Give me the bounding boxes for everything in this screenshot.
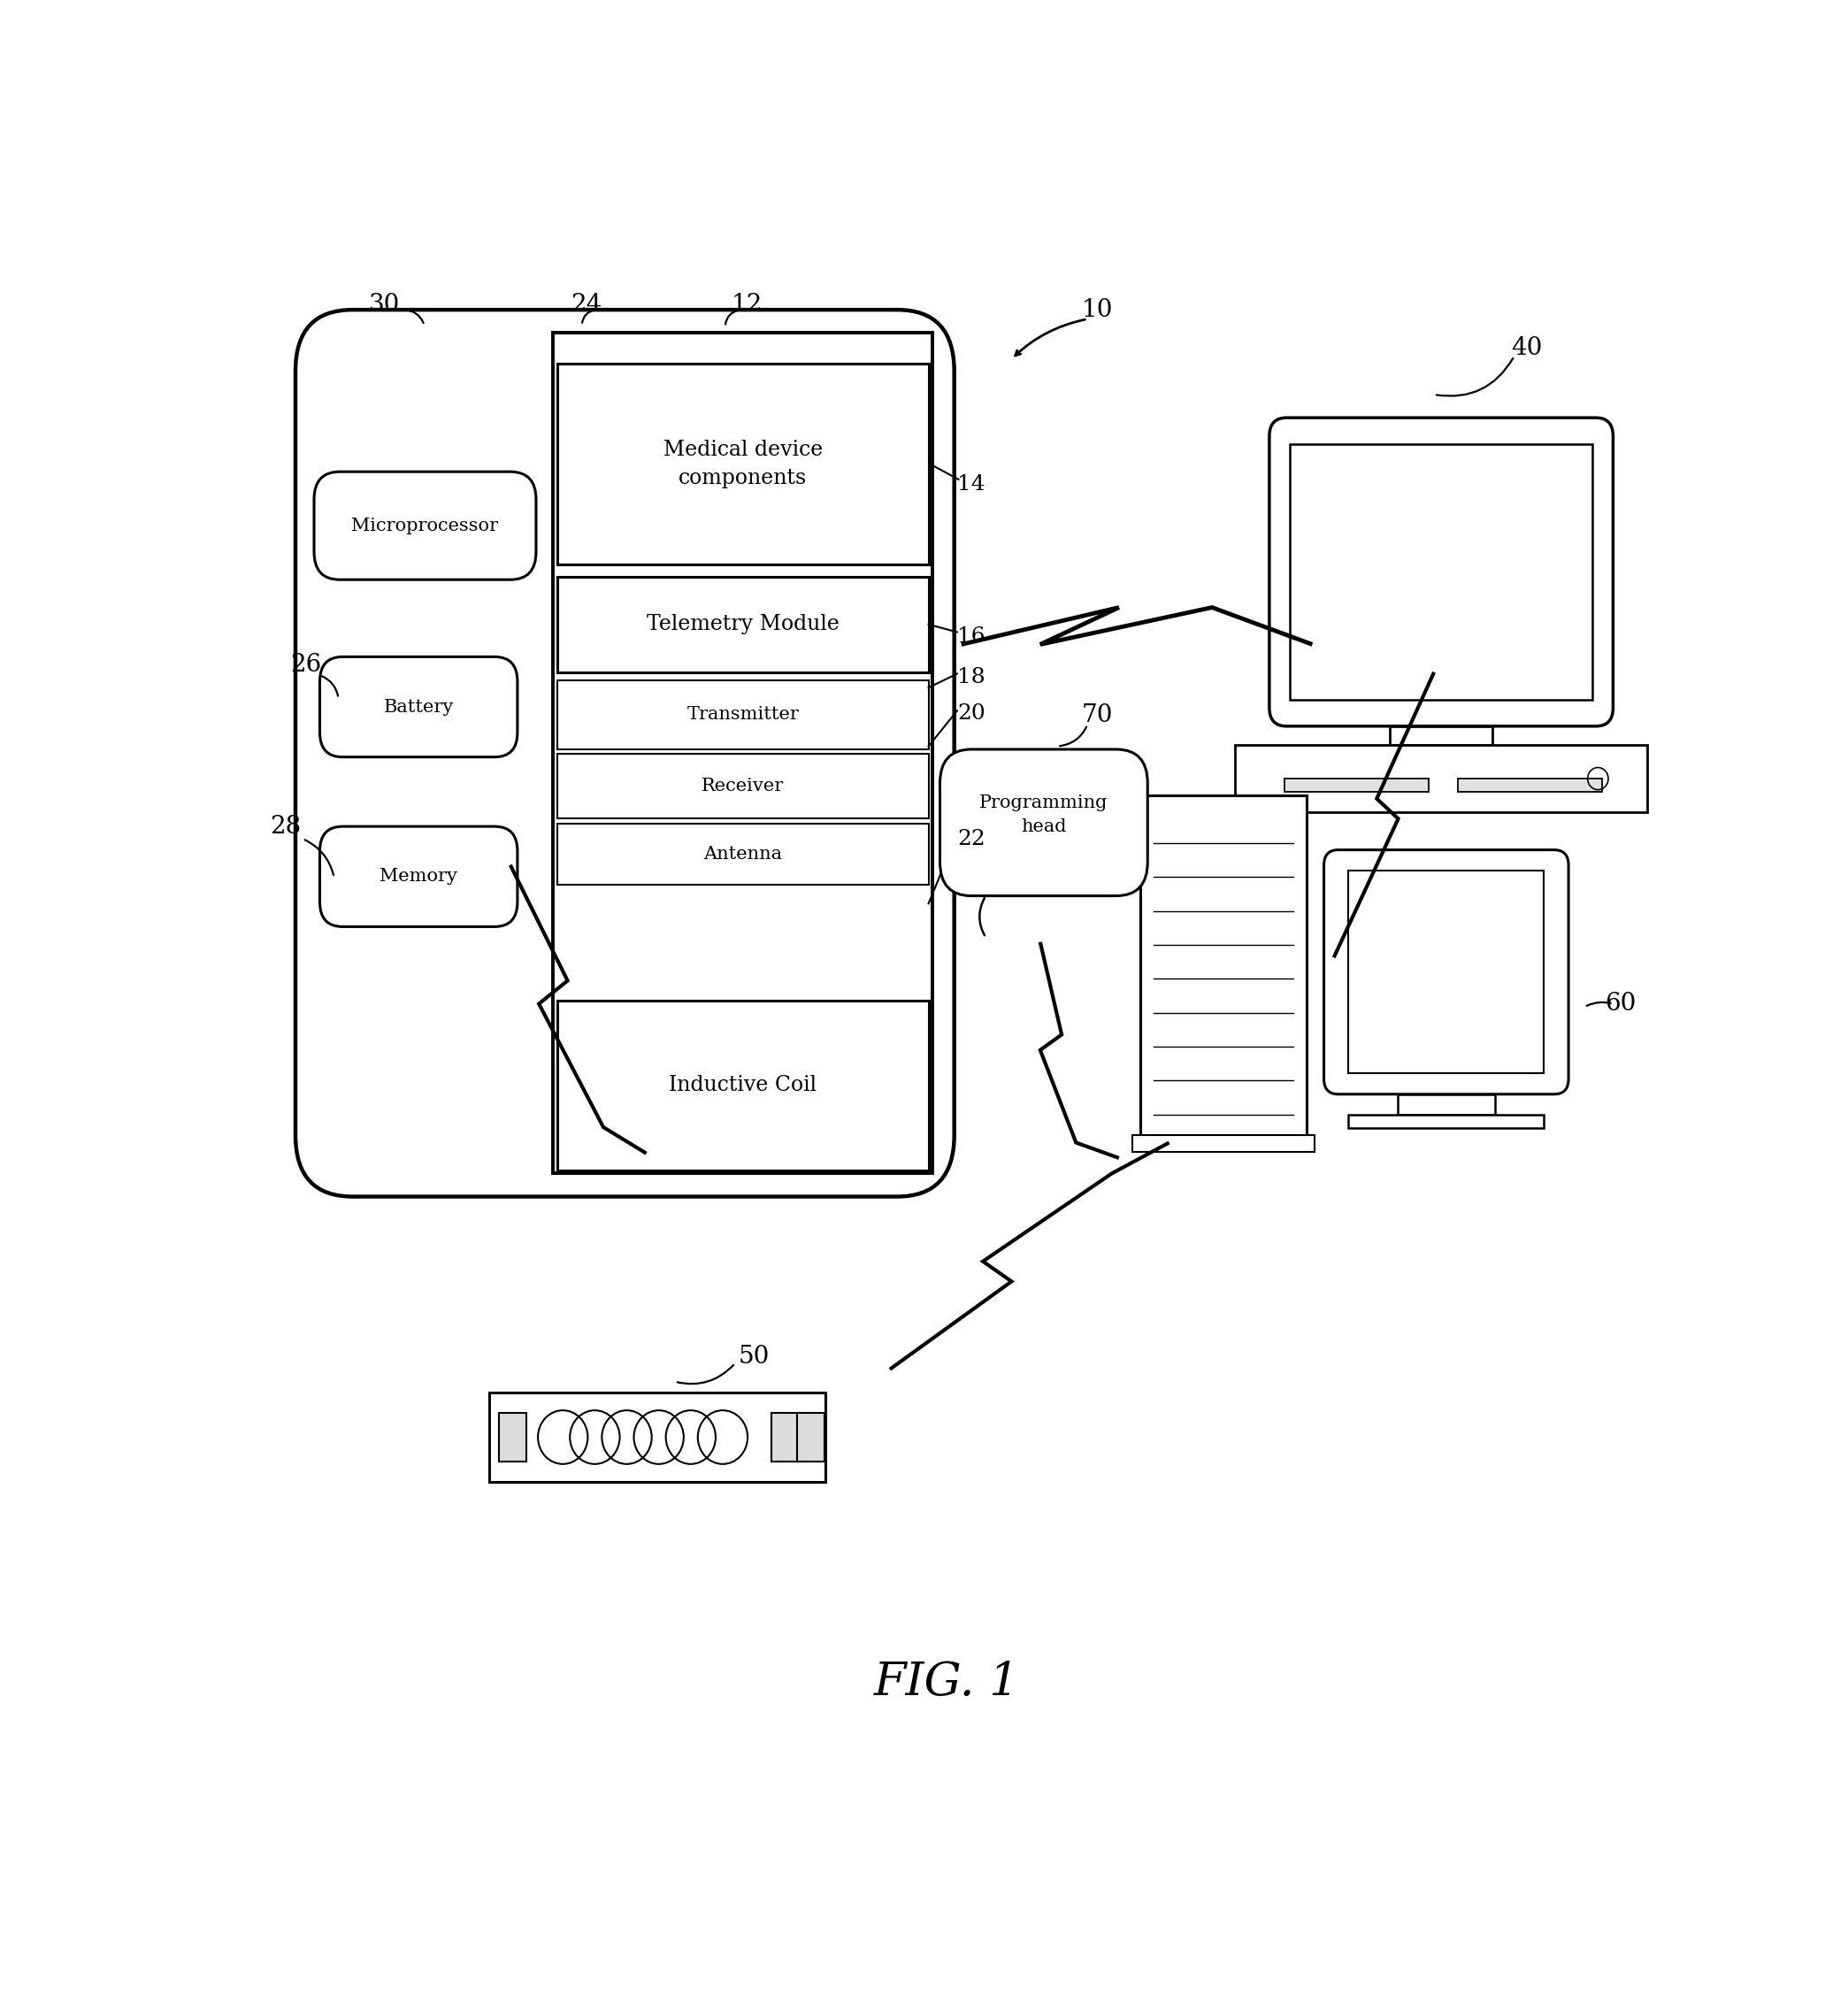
FancyBboxPatch shape xyxy=(320,827,517,927)
Bar xyxy=(558,679,928,749)
Bar xyxy=(1349,871,1545,1074)
Text: 20: 20 xyxy=(957,703,985,723)
Bar xyxy=(1284,779,1429,793)
Text: 24: 24 xyxy=(571,292,602,316)
Text: 10: 10 xyxy=(1081,298,1112,322)
Bar xyxy=(553,332,933,1174)
Text: Transmitter: Transmitter xyxy=(687,707,798,723)
Bar xyxy=(558,577,928,673)
Bar xyxy=(558,753,928,819)
Bar xyxy=(499,1412,527,1462)
FancyBboxPatch shape xyxy=(320,657,517,757)
Bar xyxy=(1133,1136,1314,1152)
Bar xyxy=(1349,1114,1545,1128)
Bar xyxy=(1290,445,1593,699)
Text: 60: 60 xyxy=(1604,991,1635,1016)
Text: 40: 40 xyxy=(1512,337,1543,361)
Text: Microprocessor: Microprocessor xyxy=(351,517,499,535)
Text: Memory: Memory xyxy=(379,867,458,885)
Text: 16: 16 xyxy=(957,627,985,647)
Text: 18: 18 xyxy=(957,667,985,687)
Text: 14: 14 xyxy=(957,475,985,495)
Bar xyxy=(558,1002,928,1170)
Text: Antenna: Antenna xyxy=(704,845,782,863)
Bar xyxy=(771,1412,798,1462)
Text: Telemetry Module: Telemetry Module xyxy=(647,615,839,635)
Text: 12: 12 xyxy=(732,292,761,316)
Text: Programming
head: Programming head xyxy=(979,795,1109,835)
FancyBboxPatch shape xyxy=(296,310,954,1196)
FancyBboxPatch shape xyxy=(941,749,1148,895)
Text: FIG. 1: FIG. 1 xyxy=(874,1660,1020,1705)
Bar xyxy=(1397,1094,1495,1114)
Text: 30: 30 xyxy=(368,292,399,316)
Bar xyxy=(1140,795,1307,1136)
Text: 22: 22 xyxy=(957,829,985,849)
Text: 70: 70 xyxy=(1081,703,1112,727)
Text: Inductive Coil: Inductive Coil xyxy=(669,1076,817,1096)
Text: Receiver: Receiver xyxy=(702,777,784,795)
Text: Medical device
components: Medical device components xyxy=(663,441,822,489)
Bar xyxy=(1458,779,1602,793)
Bar xyxy=(558,823,928,885)
Bar xyxy=(488,1392,826,1482)
Text: 28: 28 xyxy=(270,815,301,839)
FancyBboxPatch shape xyxy=(314,471,536,579)
Bar xyxy=(558,365,928,565)
Bar xyxy=(1390,727,1493,745)
FancyBboxPatch shape xyxy=(1270,419,1613,727)
Text: 26: 26 xyxy=(290,653,322,677)
Text: 50: 50 xyxy=(737,1346,769,1368)
Bar xyxy=(796,1412,824,1462)
Text: Battery: Battery xyxy=(384,699,455,715)
Bar xyxy=(1234,745,1647,813)
FancyBboxPatch shape xyxy=(1323,849,1569,1094)
